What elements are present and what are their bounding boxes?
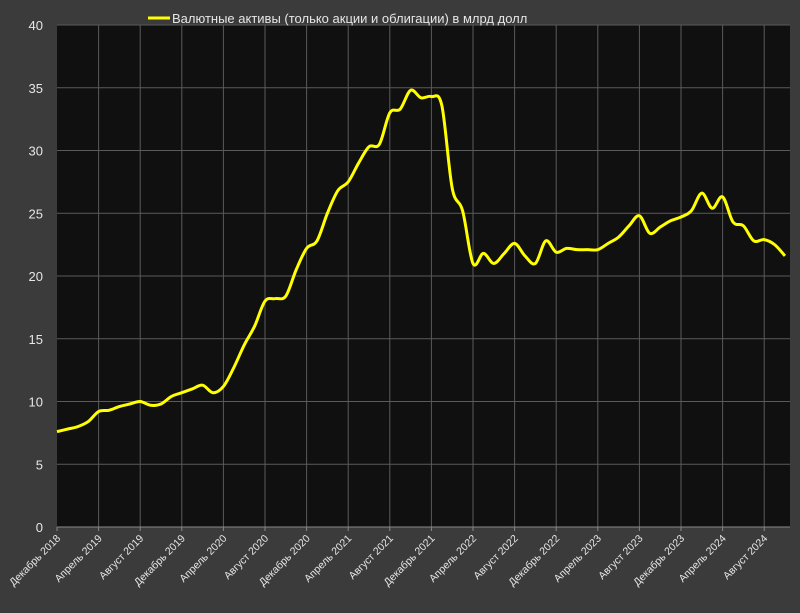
y-tick-label: 40 <box>29 18 43 33</box>
y-tick-label: 35 <box>29 81 43 96</box>
y-tick-label: 10 <box>29 395 43 410</box>
y-tick-label: 25 <box>29 206 43 221</box>
y-tick-label: 20 <box>29 269 43 284</box>
line-series <box>56 88 787 434</box>
y-tick-label: 5 <box>36 457 43 472</box>
y-tick-label: 15 <box>29 332 43 347</box>
legend-label: Валютные активы (только акции и облигаци… <box>172 11 527 26</box>
y-tick-label: 0 <box>36 520 43 535</box>
y-tick-label: 30 <box>29 144 43 159</box>
